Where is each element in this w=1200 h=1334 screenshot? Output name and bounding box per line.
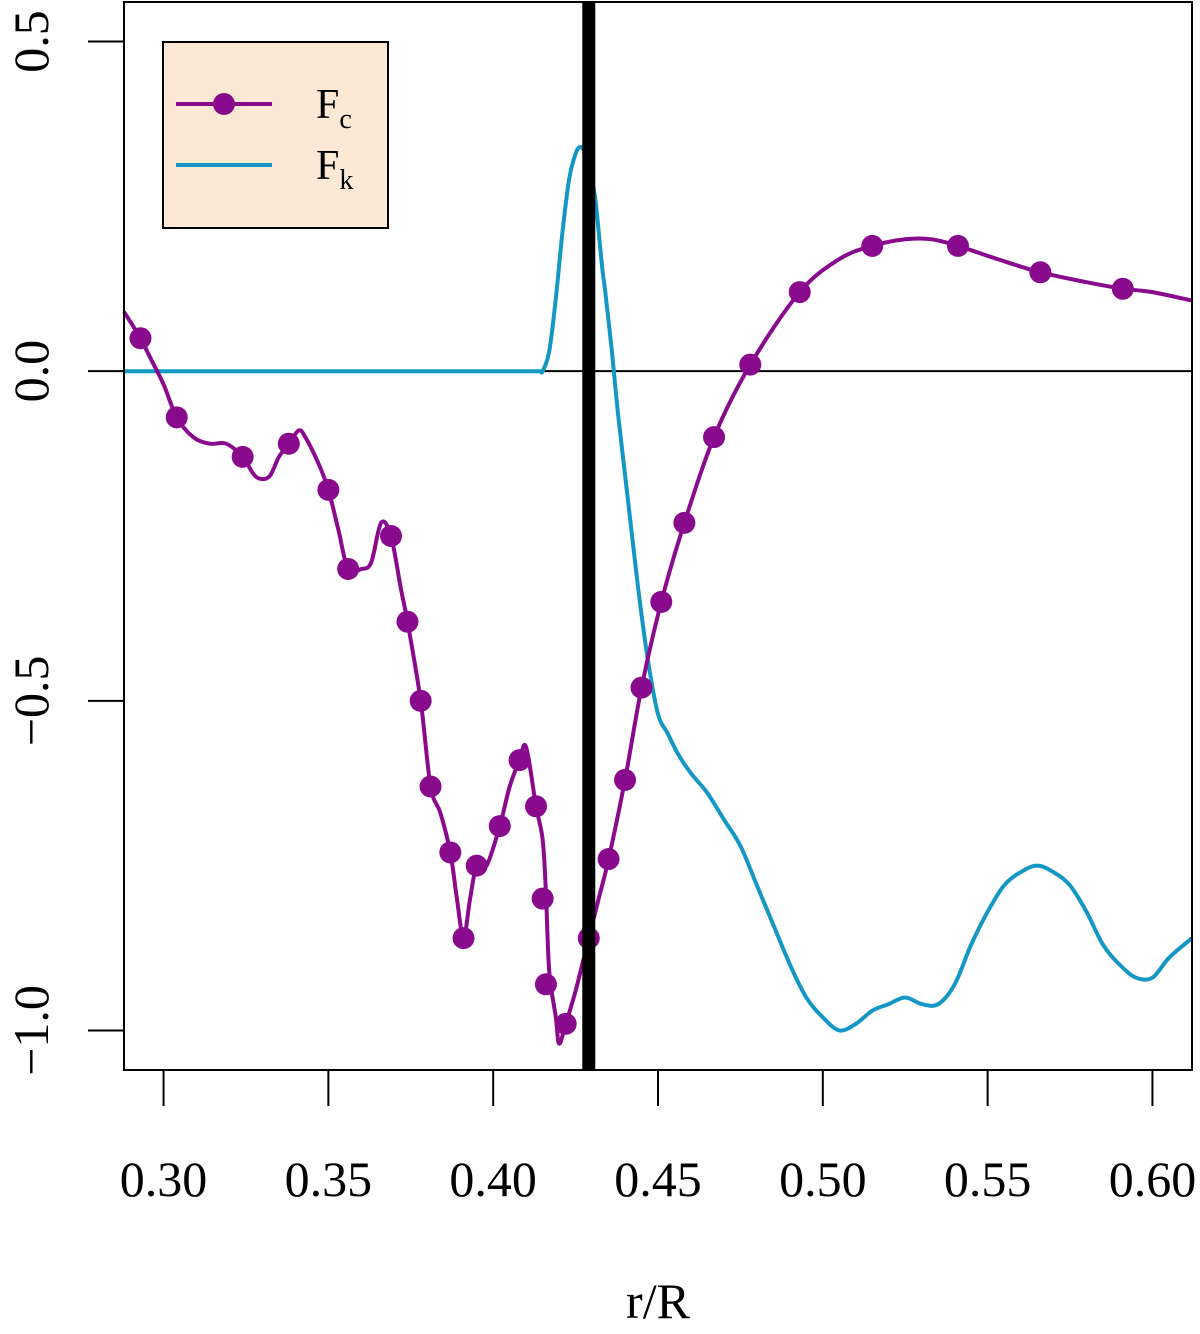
series-point-fc (488, 815, 511, 838)
series-point-fc (1111, 277, 1134, 300)
y-tick-label: 0.0 (3, 340, 59, 403)
series-point-fc (337, 557, 360, 580)
x-tick-label: 0.50 (779, 1151, 867, 1207)
series-point-fc (788, 281, 811, 304)
series-point-fc (650, 590, 673, 613)
x-tick-label: 0.40 (449, 1151, 537, 1207)
series-point-fc (630, 676, 653, 699)
series-point-fc (439, 841, 462, 864)
series-point-fc (861, 234, 884, 257)
x-tick-label: 0.55 (944, 1151, 1032, 1207)
series-point-fc (396, 610, 419, 633)
x-tick-label: 0.35 (285, 1151, 373, 1207)
series-point-fc (534, 973, 557, 996)
legend-label-subscript: k (339, 165, 353, 196)
series-point-fc (531, 887, 554, 910)
series-point-fc (614, 768, 637, 791)
legend-marker (213, 93, 235, 115)
legend-box (162, 41, 389, 229)
series-point-fc (525, 795, 548, 818)
y-tick-label: −1.0 (3, 985, 59, 1076)
tick-layer: 0.30 0.35 0.40 0.45 0.50 0.55 0.60 0.5 0.0 −0.5 −1… (3, 10, 1196, 1207)
series-line-fk (124, 145, 1194, 1033)
legend-label-subscript: c (339, 104, 351, 135)
series-point-fc (419, 775, 442, 798)
plot-frame (123, 1, 1193, 1071)
series-point-fc (1029, 261, 1052, 284)
series-point-fc (703, 426, 726, 449)
series-point-fc (452, 927, 475, 950)
series-point-fc (277, 432, 300, 455)
series-layer (122, 2, 1194, 1070)
series-point-fc (165, 406, 188, 429)
legend-label: Fk (316, 143, 353, 196)
series-point-fc (129, 327, 152, 350)
series-point-fc (409, 689, 432, 712)
x-tick-label: 0.30 (120, 1151, 208, 1207)
series-point-fc (508, 749, 531, 772)
series-point-fc (673, 511, 696, 534)
series-point-fc (317, 478, 340, 501)
series-point-fc (597, 848, 620, 871)
series-point-fc (231, 445, 254, 468)
series-point-fc (739, 353, 762, 376)
series-line-fc (122, 236, 1193, 1046)
series-point-fc (380, 525, 402, 547)
x-tick-label: 0.60 (1109, 1151, 1197, 1207)
y-tick-label: 0.5 (3, 10, 59, 73)
x-tick-label: 0.45 (614, 1151, 702, 1207)
series-point-fc (946, 234, 969, 257)
series-point-fc (465, 854, 488, 877)
x-axis-title: r/R (626, 1273, 691, 1329)
series-point-fc (554, 1012, 577, 1035)
y-tick-label: −0.5 (3, 655, 59, 746)
